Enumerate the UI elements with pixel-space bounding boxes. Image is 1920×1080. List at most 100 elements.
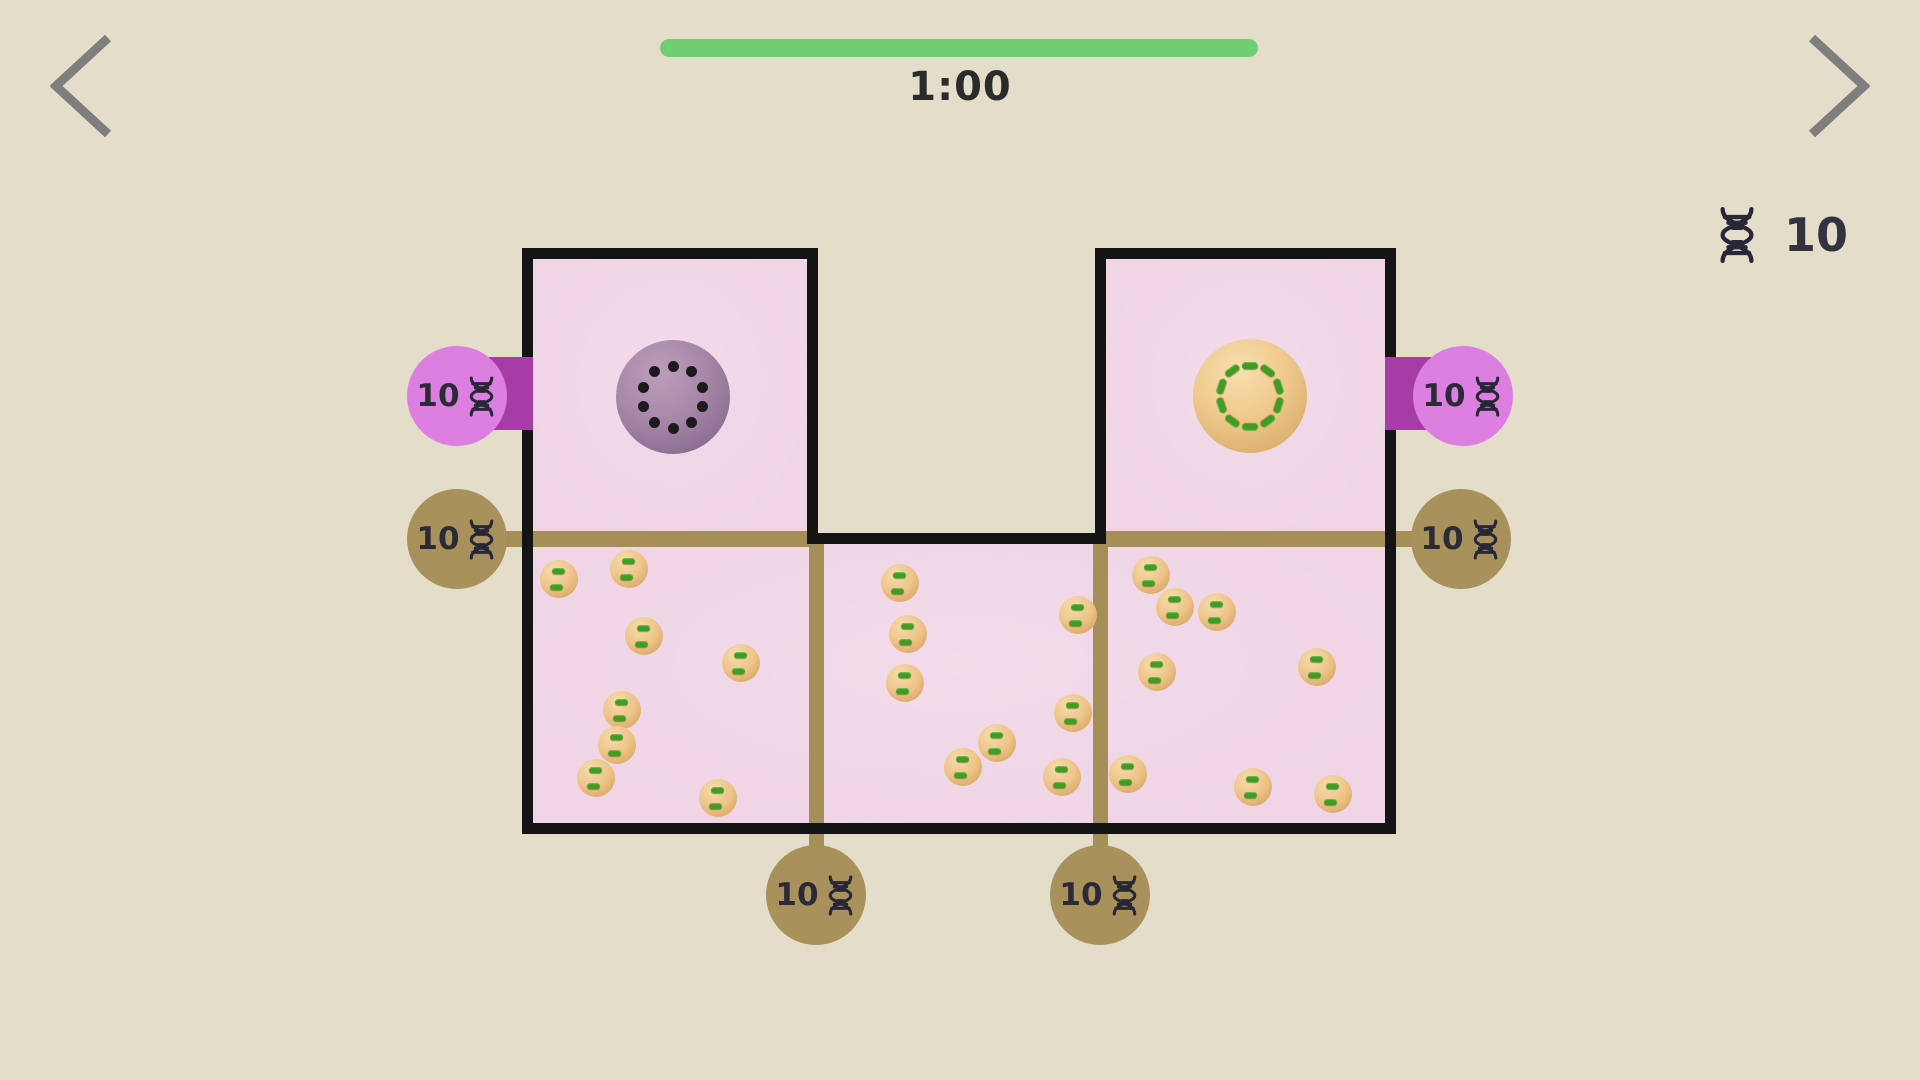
cell-dash (635, 641, 648, 647)
cell-dash (610, 734, 623, 740)
dna-icon (1469, 519, 1502, 560)
small-cell (1156, 588, 1194, 626)
chevron-right-icon[interactable] (1806, 34, 1870, 138)
barrier-line-bottom-left (809, 539, 824, 895)
small-cell (1043, 758, 1081, 796)
small-cell (886, 664, 924, 702)
small-cell (1054, 694, 1092, 732)
dna-icon (824, 875, 857, 916)
small-cell (722, 644, 760, 682)
cell-dash (734, 652, 747, 658)
cell-dash (1308, 672, 1321, 678)
unlock-barrier-mid-right-button[interactable]: 10 (1411, 489, 1511, 589)
cell-dash (901, 623, 914, 629)
purple-nucleus-cell[interactable] (616, 340, 730, 454)
unlock-door-left-button[interactable]: 10 (407, 346, 507, 446)
nucleus-dash (1223, 413, 1241, 429)
cell-dash (1071, 604, 1084, 610)
cost-label: 10 (1422, 378, 1466, 414)
cost-label: 10 (416, 521, 460, 557)
wall-top-right-room (1095, 248, 1396, 259)
small-cell (1314, 775, 1352, 813)
nucleus-dot (685, 416, 697, 428)
nucleus-dot (638, 381, 650, 393)
cell-dash (620, 574, 633, 580)
cell-dash (954, 772, 967, 778)
wall-right-lower (1385, 430, 1396, 834)
cell-dash (1310, 656, 1323, 662)
nucleus-dash (1273, 377, 1286, 396)
barrier-line-bottom-right (1093, 539, 1108, 895)
cell-dash (1148, 677, 1161, 683)
nucleus-dot (667, 360, 679, 372)
small-cell (1109, 755, 1147, 793)
nucleus-dot (696, 401, 708, 413)
cell-dash (1210, 601, 1223, 607)
small-cell (1234, 768, 1272, 806)
small-cell (881, 564, 919, 602)
nucleus-dot (696, 381, 708, 393)
wall-bottom (522, 823, 1396, 834)
small-cell (577, 759, 615, 797)
unlock-door-right-button[interactable]: 10 (1413, 346, 1513, 446)
nucleus-dot (649, 416, 661, 428)
cost-label: 10 (1059, 877, 1103, 913)
cell-dash (1055, 766, 1068, 772)
cell-dash (637, 625, 650, 631)
cell-dash (732, 668, 745, 674)
cell-dash (1142, 580, 1155, 586)
unlock-barrier-mid-left-button[interactable]: 10 (407, 489, 507, 589)
cell-dash (898, 672, 911, 678)
cell-dash (608, 750, 621, 756)
nucleus-dot (649, 366, 661, 378)
nucleus-dash (1214, 377, 1227, 396)
cell-dash (1121, 763, 1134, 769)
cell-dash (550, 584, 563, 590)
cell-dash (1326, 783, 1339, 789)
cell-dash (711, 787, 724, 793)
wall-right-upper (1385, 248, 1396, 357)
cell-dash (709, 803, 722, 809)
small-cell (625, 617, 663, 655)
cell-dash (1208, 617, 1221, 623)
small-cell (540, 560, 578, 598)
cost-label: 10 (416, 378, 460, 414)
wall-top-left-room (522, 248, 818, 259)
nucleus-dash (1273, 396, 1286, 415)
dna-icon (465, 376, 498, 417)
small-cell (978, 724, 1016, 762)
dna-icon (1714, 206, 1760, 264)
wall-left-lower (522, 430, 533, 834)
wall-notch-left (807, 248, 818, 544)
cell-dash (1246, 776, 1259, 782)
cell-dash (1150, 661, 1163, 667)
cell-dash (956, 756, 969, 762)
unlock-barrier-bottom-right-button[interactable]: 10 (1050, 845, 1150, 945)
small-cell (699, 779, 737, 817)
chevron-left-icon[interactable] (50, 34, 114, 138)
unlock-barrier-bottom-left-button[interactable]: 10 (766, 845, 866, 945)
nucleus-dash (1259, 363, 1277, 379)
wall-left-upper (522, 248, 533, 357)
dna-icon (1108, 875, 1141, 916)
small-cell (1138, 653, 1176, 691)
small-cell (889, 615, 927, 653)
cell-dash (1053, 782, 1066, 788)
cell-dash (1064, 718, 1077, 724)
cell-dash (896, 688, 909, 694)
level-progress-fill (660, 39, 1258, 57)
small-cell (1132, 556, 1170, 594)
cell-dash (893, 572, 906, 578)
cell-dash (1244, 792, 1257, 798)
small-cell (603, 691, 641, 729)
gold-nucleus-cell[interactable] (1193, 339, 1307, 453)
dna-counter: 10 (1714, 206, 1848, 264)
wall-notch-bottom (807, 533, 1106, 544)
cell-dash (552, 568, 565, 574)
cost-label: 10 (775, 877, 819, 913)
dna-icon (465, 519, 498, 560)
nucleus-dash (1223, 363, 1241, 379)
nucleus-dash (1242, 423, 1258, 431)
level-progress-bar (660, 39, 1258, 57)
